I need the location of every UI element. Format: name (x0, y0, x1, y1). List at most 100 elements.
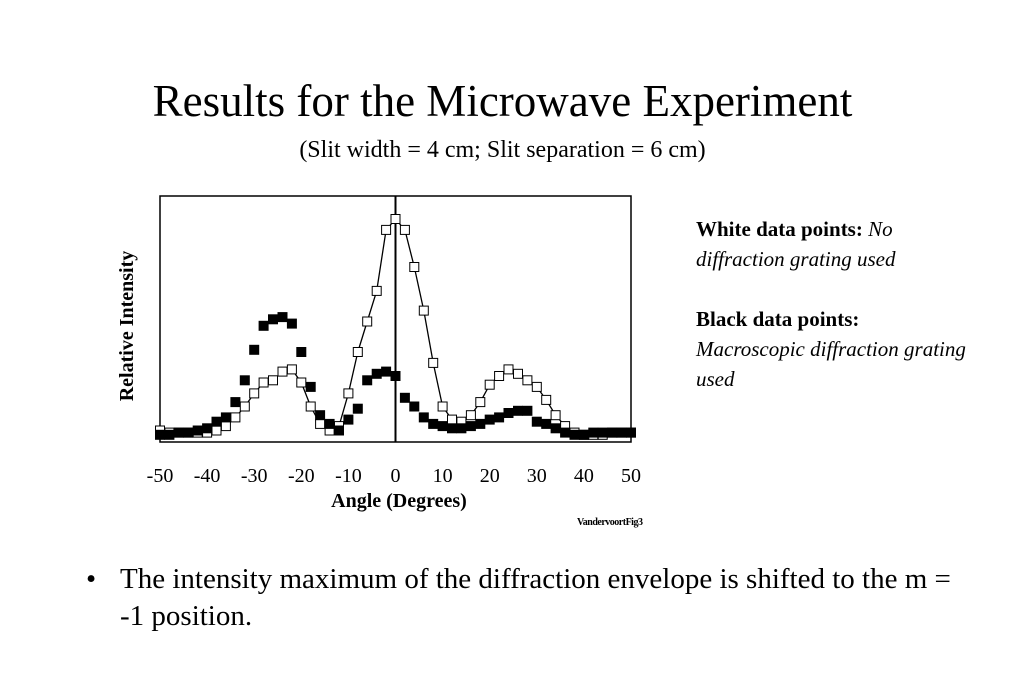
legend-white-label: White data points: (696, 217, 863, 241)
white-data-point (315, 418, 326, 429)
black-data-point (192, 425, 203, 436)
black-data-point (202, 423, 213, 434)
black-data-point (371, 368, 382, 379)
black-data-point (569, 429, 580, 440)
black-data-point (588, 427, 599, 438)
black-data-point (183, 427, 194, 438)
white-data-point (550, 410, 561, 421)
black-data-point (456, 423, 467, 434)
x-tick-label: 20 (480, 465, 500, 487)
black-data-point (164, 429, 175, 440)
black-data-point (597, 427, 608, 438)
black-data-point (578, 429, 589, 440)
x-tick-label: -40 (194, 465, 221, 487)
black-data-point (437, 421, 448, 432)
white-data-point (230, 412, 241, 423)
slide-title: Results for the Microwave Experiment (152, 76, 853, 126)
black-data-point (409, 401, 420, 412)
black-data-point (607, 427, 618, 438)
black-data-point (465, 421, 476, 432)
bullet-icon: • (86, 563, 97, 595)
black-data-point (390, 371, 401, 381)
figure-credit: VandervoortFig3 (577, 517, 643, 528)
black-data-point (503, 408, 514, 418)
black-data-point (399, 392, 410, 403)
black-data-point (550, 423, 561, 434)
black-data-point (616, 427, 627, 438)
x-tick-label: 50 (621, 465, 641, 487)
bullet-text: The intensity maximum of the diffraction… (120, 563, 951, 632)
black-data-point (220, 412, 231, 423)
black-data-point (541, 418, 552, 429)
legend: White data points: No diffraction gratin… (696, 214, 966, 424)
x-tick-label: 10 (433, 465, 453, 487)
black-data-point (249, 344, 260, 355)
white-data-point (484, 379, 495, 390)
black-data-point (286, 318, 297, 329)
black-data-point (494, 412, 505, 423)
black-data-point (324, 418, 335, 429)
x-tick-label: -50 (147, 465, 174, 487)
white-data-point (503, 364, 514, 375)
black-data-point (352, 403, 363, 414)
black-data-point (513, 405, 523, 416)
white-data-point (249, 388, 260, 399)
black-data-point (381, 366, 392, 377)
black-data-point (343, 414, 354, 425)
black-data-point (268, 314, 278, 325)
x-tick-label: -30 (241, 465, 268, 487)
black-data-point (155, 429, 165, 440)
white-data-point (541, 394, 552, 405)
white-data-point (239, 401, 250, 412)
white-data-point (305, 401, 316, 412)
white-data-point (343, 388, 354, 399)
white-data-point (531, 381, 542, 392)
white-data-point (399, 224, 410, 235)
legend-black-label: Black data points: (696, 307, 860, 331)
x-tick-label: 40 (574, 465, 594, 487)
white-data-point (437, 401, 448, 412)
black-data-point (305, 381, 316, 392)
x-tick-label: -20 (288, 465, 315, 487)
black-data-point (626, 427, 636, 438)
legend-black-entry: Black data points: Macroscopic diffracti… (696, 304, 966, 394)
black-data-point (211, 416, 222, 427)
black-data-point (418, 412, 429, 423)
black-data-point (296, 347, 307, 357)
black-data-point (531, 416, 542, 427)
white-data-point (220, 421, 231, 432)
white-data-point (475, 397, 486, 408)
white-data-point (418, 305, 429, 316)
white-data-point (465, 410, 476, 421)
white-data-point (362, 316, 373, 327)
white-data-point (522, 375, 533, 386)
slide-subtitle: (Slit width = 4 cm; Slit separation = 6 … (299, 137, 706, 163)
black-data-point (560, 427, 571, 438)
legend-black-desc: Macroscopic diffraction grating used (696, 337, 966, 391)
white-data-point (268, 375, 278, 386)
white-data-point (258, 377, 269, 388)
black-data-point (315, 410, 326, 421)
x-axis-label: Angle (Degrees) (331, 490, 467, 512)
white-data-point (352, 347, 363, 357)
white-data-point (513, 368, 523, 379)
black-data-point (334, 425, 344, 436)
black-data-point (484, 414, 495, 425)
white-data-point (390, 214, 401, 224)
black-data-point (277, 312, 288, 323)
black-data-point (239, 375, 250, 386)
white-data-point (286, 364, 297, 375)
white-data-point (277, 366, 288, 377)
x-tick-label: 30 (527, 465, 547, 487)
y-axis-label: Relative Intensity (116, 251, 138, 402)
white-data-point (409, 262, 420, 272)
black-data-point (362, 375, 373, 386)
white-data-point (428, 357, 439, 368)
black-data-point (230, 397, 241, 408)
black-data-point (522, 405, 533, 416)
x-tick-label: 0 (391, 465, 401, 487)
legend-white-entry: White data points: No diffraction gratin… (696, 214, 966, 274)
white-data-point (494, 371, 505, 381)
white-data-point (447, 414, 457, 425)
